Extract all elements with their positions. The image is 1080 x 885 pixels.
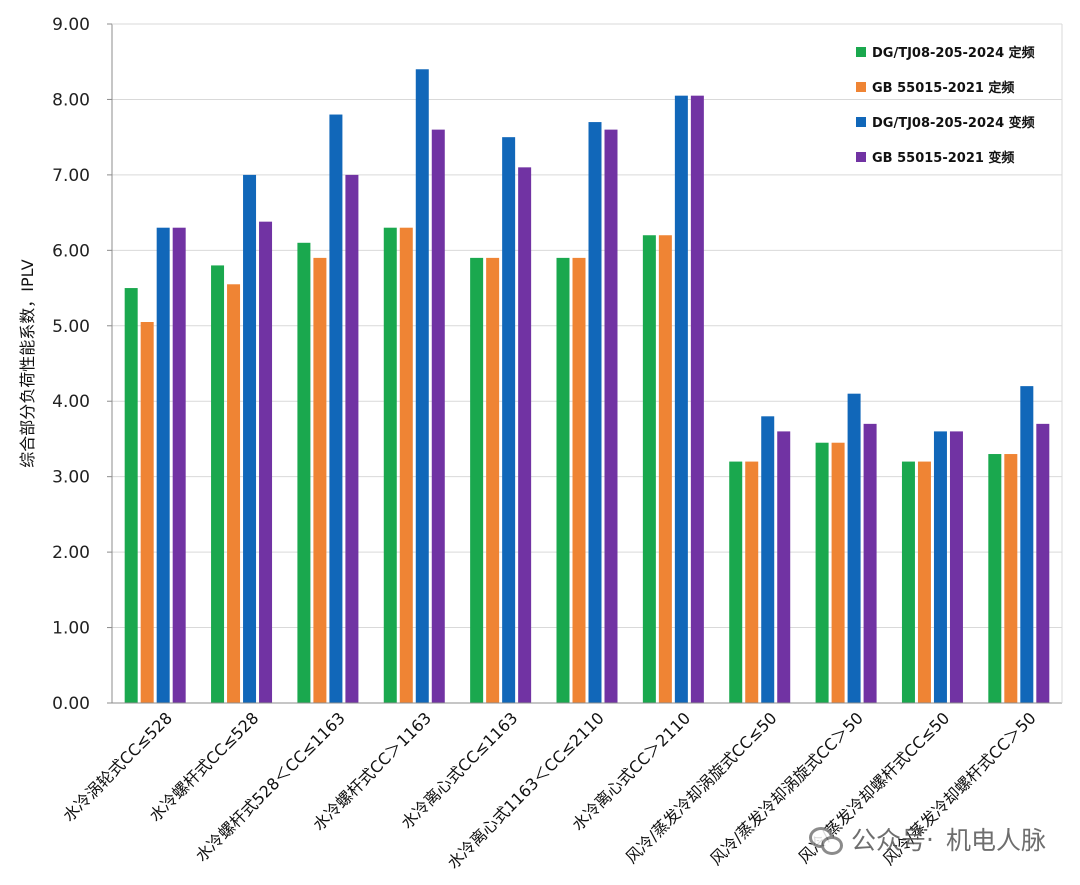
bar (140, 322, 154, 703)
bar (588, 122, 602, 704)
bar (761, 416, 775, 703)
bar (259, 221, 273, 704)
watermark: 公众号 · 机电人脉 (809, 821, 1046, 857)
watermark-right: 机电人脉 (945, 826, 1046, 855)
bar (863, 423, 877, 703)
bar (172, 227, 186, 703)
bar (572, 257, 586, 703)
legend: DG/TJ08-205-2024 定频 GB 55015-2021 定频 DG/TJ… (856, 45, 1035, 166)
bar (831, 442, 845, 703)
bar (658, 235, 672, 703)
y-tick-labels: 0.00 1.00 2.00 3.00 4.00 5.00 6.00 7.00 8.00 9.00 (52, 15, 90, 714)
bar (1036, 423, 1050, 703)
x-category-label: 水冷螺杆式528＜CC≤1163 (192, 708, 349, 865)
bar (556, 257, 570, 703)
bar (917, 461, 931, 703)
legend-swatch (856, 152, 866, 162)
bar (399, 227, 413, 703)
bar (243, 174, 257, 703)
bar (502, 137, 516, 703)
legend-label: GB 55015-2021 定频 (872, 80, 1014, 96)
bar (431, 129, 445, 704)
bar (383, 227, 397, 703)
bar (988, 454, 1002, 703)
y-tick-label: 4.00 (52, 392, 90, 412)
bar (729, 461, 743, 703)
y-tick-label: 1.00 (52, 619, 90, 639)
bar (642, 235, 656, 703)
bar (313, 257, 327, 703)
x-category-label: 风冷/蒸发冷却涡旋式CC≤50 (622, 708, 781, 867)
wechat-icon (809, 825, 844, 855)
watermark-left: 公众号 (851, 826, 927, 855)
legend-label: DG/TJ08-205-2024 定频 (872, 45, 1035, 61)
x-category-label: 水冷离心式1163＜CC≤2110 (444, 708, 608, 872)
bar (745, 461, 759, 703)
bar (124, 288, 138, 703)
legend-label: DG/TJ08-205-2024 变频 (872, 115, 1035, 131)
bar (329, 114, 343, 704)
bar (486, 257, 500, 703)
bar (415, 69, 429, 704)
bar (1004, 454, 1018, 703)
bar (211, 265, 225, 703)
y-tick-label: 6.00 (52, 241, 90, 261)
y-tick-label: 2.00 (52, 543, 90, 563)
bar (777, 431, 791, 703)
bar (690, 95, 704, 703)
y-tick-label: 7.00 (52, 166, 90, 186)
bar (674, 95, 688, 703)
bar (297, 242, 311, 704)
y-tick-label: 5.00 (52, 317, 90, 337)
y-tick-label: 8.00 (52, 90, 90, 110)
bar (847, 393, 861, 703)
bar (345, 174, 359, 703)
bar (604, 129, 618, 704)
bar (227, 284, 241, 703)
legend-swatch (856, 47, 866, 57)
bar (933, 431, 947, 703)
bar (470, 257, 484, 703)
bar (1020, 386, 1034, 703)
y-tick-label: 0.00 (52, 694, 90, 714)
y-axis-label: 综合部分负荷性能系数，IPLV (18, 259, 37, 468)
legend-label: GB 55015-2021 变频 (872, 150, 1014, 166)
y-tick-label: 9.00 (52, 15, 90, 35)
legend-swatch (856, 82, 866, 92)
bars (124, 69, 1050, 704)
bar (949, 431, 963, 703)
legend-swatch (856, 117, 866, 127)
bar (901, 461, 915, 703)
bar (156, 227, 170, 703)
bar (815, 442, 829, 703)
y-tick-label: 3.00 (52, 468, 90, 488)
watermark-separator: · (926, 824, 934, 854)
bar (518, 167, 532, 703)
axes (107, 23, 1063, 704)
